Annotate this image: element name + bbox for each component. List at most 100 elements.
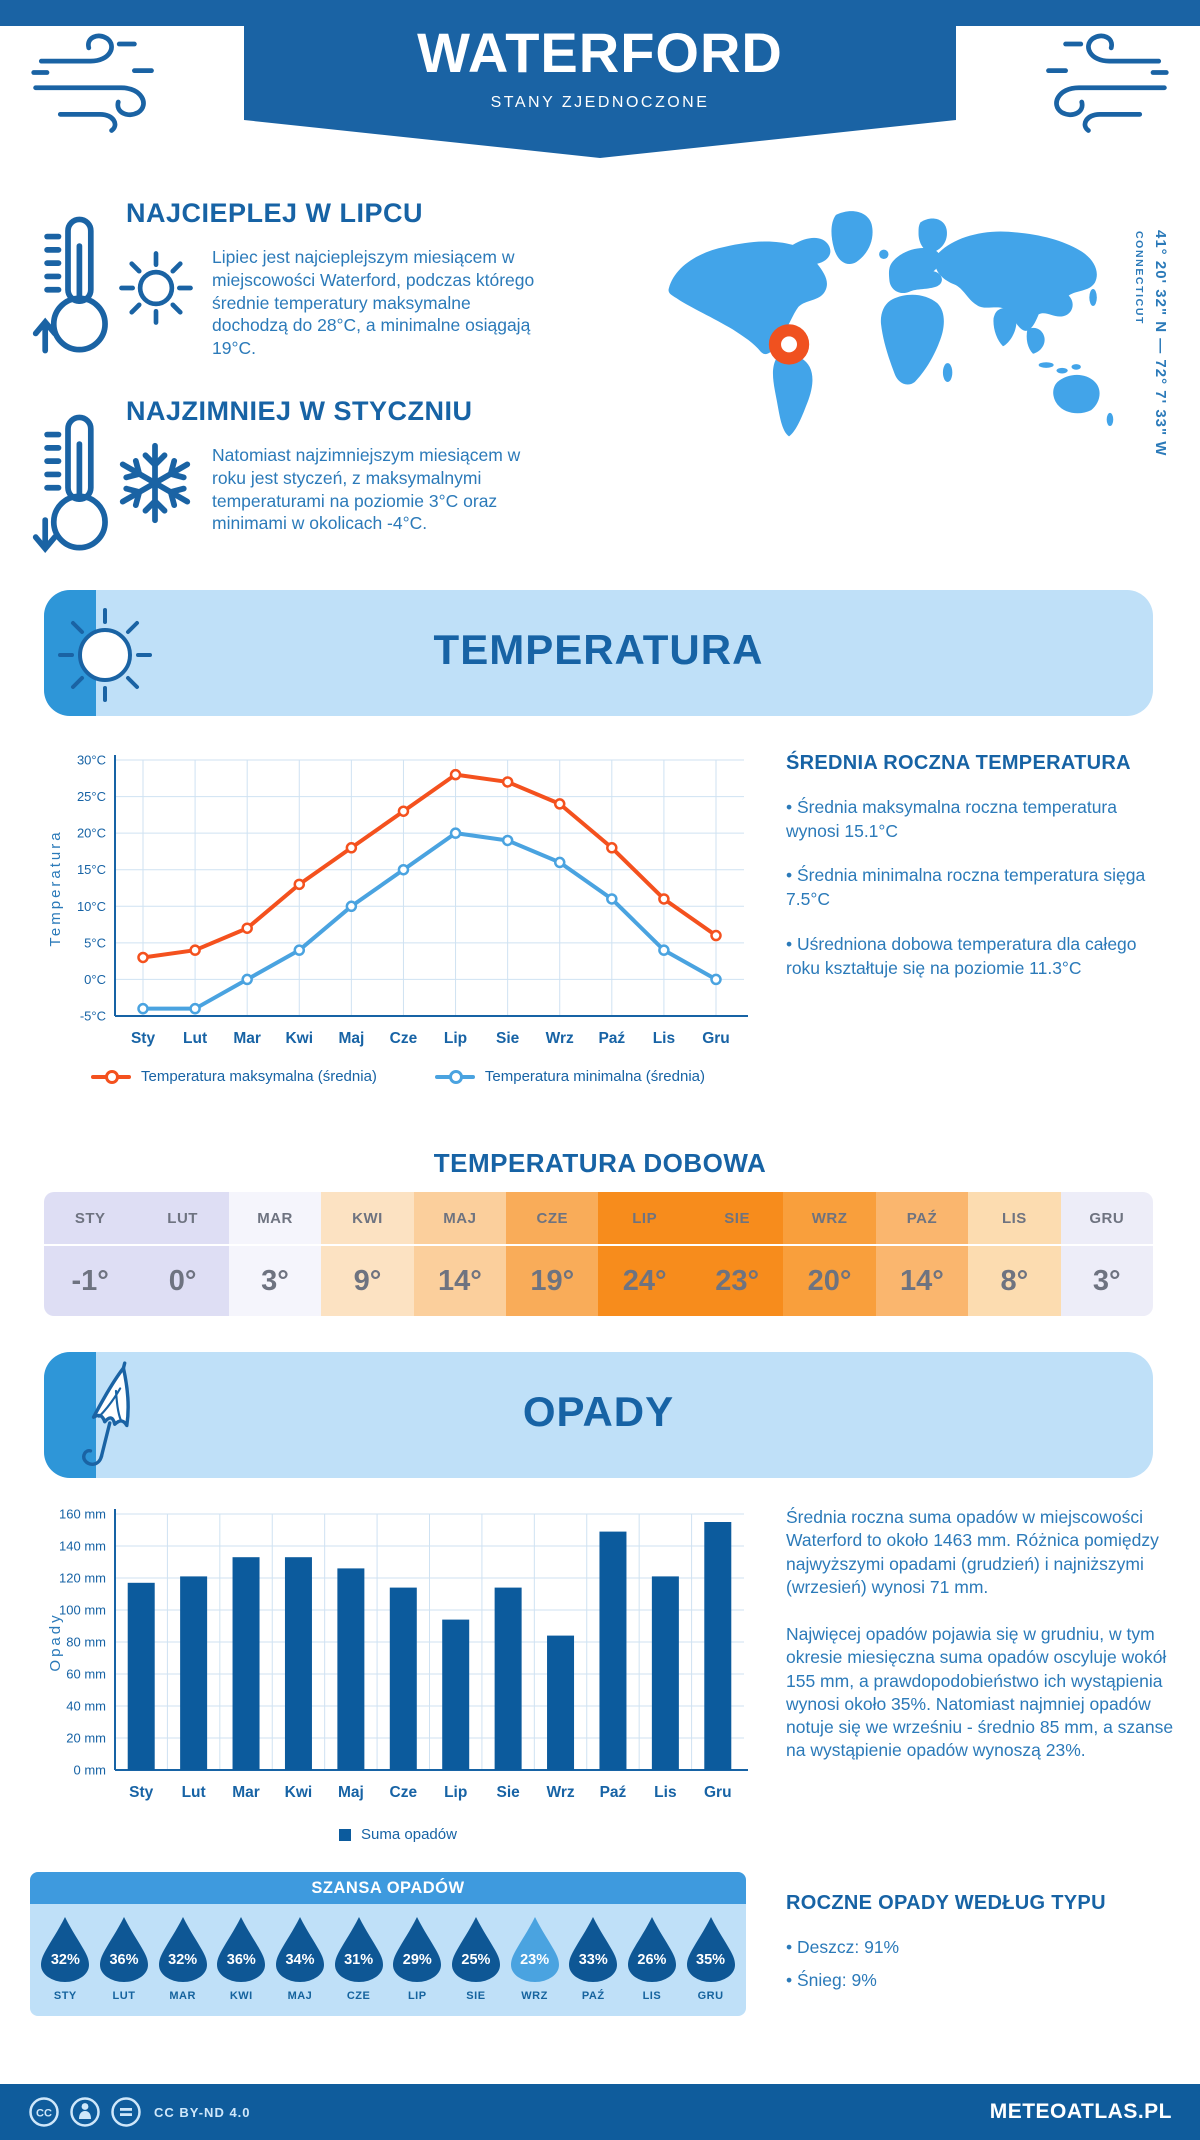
license-label: CC BY-ND 4.0: [154, 2104, 251, 2120]
svg-text:Gru: Gru: [704, 1784, 732, 1801]
svg-text:Gru: Gru: [702, 1030, 730, 1047]
snowflake-icon: [119, 442, 191, 524]
daily-temp-column: GRU 3°: [1060, 1192, 1153, 1316]
raindrop-item: 33% PAŹ: [566, 1916, 620, 2002]
daily-temp-column: LIP 24°: [598, 1192, 691, 1316]
raindrop-percentage: 33%: [578, 1952, 608, 1968]
daily-temp-column: SIE 23°: [690, 1192, 784, 1316]
page-subtitle: STANY ZJEDNOCZONE: [490, 94, 710, 111]
svg-text:30°C: 30°C: [77, 753, 106, 768]
daily-temp-column: LIS 8°: [968, 1192, 1061, 1316]
svg-text:Sty: Sty: [129, 1784, 154, 1801]
raindrop-month: GRU: [697, 1990, 724, 2002]
raindrop-icon: [334, 1917, 383, 1982]
raindrop-icon: [217, 1917, 266, 1982]
raindrop-icon: [41, 1917, 90, 1982]
wind-icon: [1046, 33, 1169, 133]
daily-temp-month: GRU: [1060, 1192, 1153, 1246]
svg-text:Maj: Maj: [338, 1784, 364, 1801]
svg-text:20°C: 20°C: [77, 826, 106, 841]
svg-text:Mar: Mar: [232, 1784, 260, 1801]
raindrop-percentage: 32%: [168, 1952, 198, 1968]
daily-temp-month: MAR: [228, 1192, 322, 1246]
svg-text:10°C: 10°C: [77, 899, 106, 914]
svg-text:100 mm: 100 mm: [59, 1603, 106, 1618]
daily-temp-column: KWI 9°: [321, 1192, 414, 1316]
daily-temp-column: STY -1°: [44, 1192, 137, 1316]
bullet-item: • Średnia minimalna roczna temperatura s…: [786, 865, 1146, 910]
header-banner: WATERFORD STANY ZJEDNOCZONE: [244, 0, 956, 158]
raindrop-item: 32% MAR: [156, 1916, 210, 2002]
svg-text:20 mm: 20 mm: [66, 1731, 106, 1746]
legend-line-swatch: [90, 1070, 131, 1084]
precipitation-paragraph: Najwięcej opadów pojawia się w grudniu, …: [786, 1624, 1174, 1761]
raindrop-icon: [627, 1917, 676, 1982]
precipitation-chance-drops: 32% STY 36% LUT 32% MAR 36% KWI 34% MAJ 31% CZE 29% L…: [30, 1904, 746, 2016]
daily-temp-value: 8°: [1000, 1264, 1029, 1297]
banner-accent: [44, 1352, 96, 1478]
daily-temp-month: KWI: [321, 1192, 414, 1246]
temperature-line-chart: -5°C 0°C 5°C 10°C 15°C 20°C 25°C 30°C Temperatur…: [40, 748, 756, 1060]
daily-temp-month: LIS: [968, 1192, 1061, 1246]
precipitation-paragraph: Średnia roczna suma opadów w miejscowośc…: [786, 1507, 1159, 1597]
precipitation-chance-title: SZANSA OPADÓW: [30, 1872, 746, 1904]
precipitation-type-panel: ROCZNE OPADY WEDŁUG TYPU • Deszcz: 91% • …: [786, 1892, 1168, 2001]
raindrop-percentage: 32%: [50, 1952, 80, 1968]
raindrop-month: MAJ: [287, 1990, 313, 2002]
daily-temp-value: 23°: [715, 1264, 760, 1297]
coldest-month-text: Natomiast najzimniejszym miesiącem w rok…: [212, 445, 521, 534]
location-region: CONNECTICUT: [1133, 231, 1145, 326]
raindrop-month: SIE: [466, 1990, 486, 2002]
svg-text:60 mm: 60 mm: [66, 1667, 106, 1682]
legend-label: Temperatura minimalna (średnia): [484, 1068, 705, 1085]
svg-text:Sty: Sty: [131, 1030, 156, 1047]
raindrop-item: 34% MAJ: [273, 1916, 327, 2002]
warmest-month-text: Lipiec jest najcieplejszym miesiącem w m…: [212, 247, 535, 358]
daily-temp-value: 9°: [353, 1264, 382, 1297]
cc-by-icon: [70, 2097, 100, 2127]
raindrop-icon: [451, 1917, 500, 1982]
legend-square-swatch: [339, 1828, 352, 1841]
legend-item: Temperatura minimalna (średnia): [434, 1068, 705, 1085]
temperature-chart-legend: Temperatura maksymalna (średnia) Temperat…: [40, 1068, 756, 1085]
daily-temp-month: CZE: [506, 1192, 599, 1246]
svg-text:Opady: Opady: [47, 1612, 64, 1671]
raindrop-item: 35% GRU: [684, 1916, 738, 2002]
daily-temp-column: MAJ 14°: [413, 1192, 507, 1316]
svg-text:40 mm: 40 mm: [66, 1699, 106, 1714]
raindrop-icon: [158, 1917, 207, 1982]
daily-temp-month: LUT: [136, 1192, 229, 1246]
precipitation-section-title: OPADY: [522, 1388, 675, 1435]
raindrop-month: WRZ: [521, 1990, 548, 2002]
raindrop-month: STY: [53, 1990, 77, 2002]
warmest-month-title: NAJCIEPLEJ W LIPCU: [126, 198, 424, 228]
sun-banner-icon: [58, 608, 152, 702]
svg-text:25°C: 25°C: [77, 789, 106, 804]
cc-nd-icon: [111, 2097, 141, 2127]
svg-text:Lut: Lut: [183, 1030, 207, 1047]
svg-text:CC: CC: [36, 2108, 52, 2120]
legend-label: Suma opadów: [361, 1826, 457, 1843]
raindrop-percentage: 25%: [461, 1952, 491, 1968]
svg-text:-5°C: -5°C: [80, 1009, 106, 1024]
daily-temp-month: LIP: [598, 1192, 691, 1246]
page-title: WATERFORD: [417, 21, 783, 84]
raindrop-icon: [275, 1917, 324, 1982]
thermometer-up-icon: [32, 216, 108, 354]
precipitation-section-banner: OPADY: [44, 1352, 1153, 1478]
svg-text:Lip: Lip: [444, 1030, 467, 1047]
svg-text:Lis: Lis: [653, 1030, 675, 1047]
cc-icon: CC: [29, 2097, 59, 2127]
raindrop-percentage: 29%: [402, 1952, 432, 1968]
wind-icon: [31, 33, 154, 133]
daily-temp-value: 19°: [530, 1264, 575, 1297]
svg-text:Lut: Lut: [182, 1784, 206, 1801]
daily-temp-month: SIE: [690, 1192, 784, 1246]
svg-text:80 mm: 80 mm: [66, 1635, 106, 1650]
raindrop-icon: [510, 1917, 559, 1982]
temperature-section-title: TEMPERATURA: [433, 626, 764, 673]
raindrop-percentage: 31%: [344, 1952, 374, 1968]
world-map: [668, 211, 1114, 437]
raindrop-icon: [99, 1917, 148, 1982]
daily-temp-month: WRZ: [783, 1192, 876, 1246]
